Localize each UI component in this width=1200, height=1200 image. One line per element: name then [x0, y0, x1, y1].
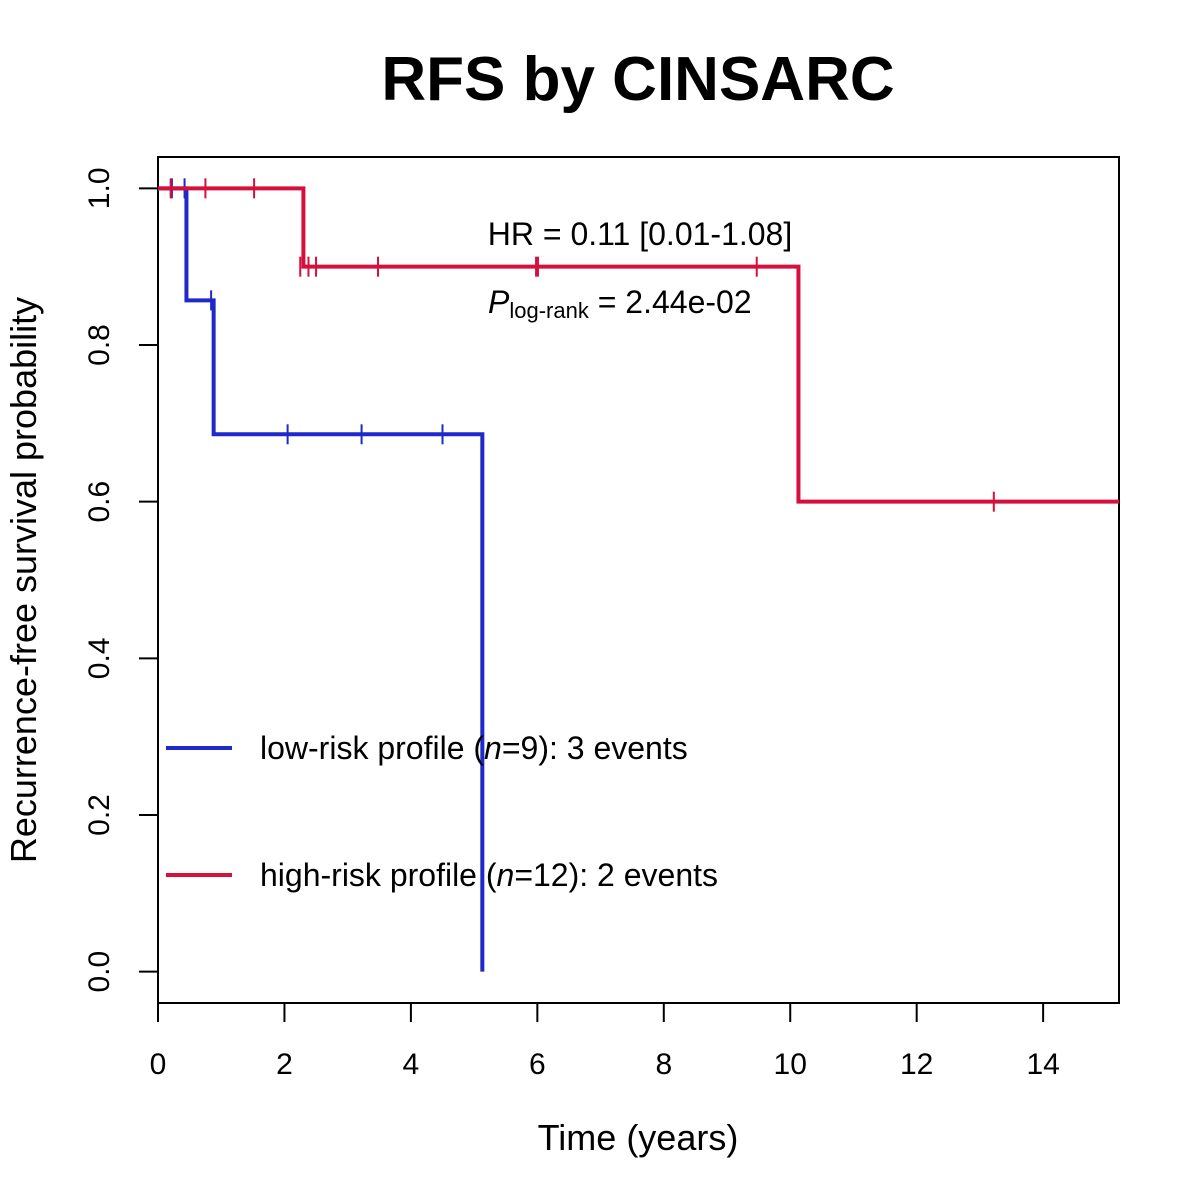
curve-low-risk-profile [158, 186, 485, 972]
x-tick-label: 2 [276, 1048, 293, 1081]
p-value: = 2.44e-02 [589, 284, 752, 320]
y-tick-label: 0.4 [83, 637, 116, 679]
y-tick-label: 0.8 [83, 324, 116, 366]
y-tick-label: 1.0 [83, 167, 116, 209]
x-tick-label: 14 [1026, 1048, 1059, 1081]
x-tick-label: 10 [774, 1048, 807, 1081]
curve-high-risk-profile [158, 186, 1119, 504]
legend-n-low-risk: n [484, 730, 502, 766]
y-axis: 0.0 0.2 0.4 0.6 0.8 1.0 [83, 167, 159, 993]
p-value-annotation: Plog-rank = 2.44e-02 [488, 284, 752, 323]
legend-label-low-risk: low-risk profile (n=9): 3 events [260, 730, 688, 766]
p-symbol: P [488, 284, 510, 320]
legend-prefix-low-risk: low-risk profile ( [260, 730, 484, 766]
y-axis-label: Recurrence-free survival probability [3, 297, 44, 863]
legend-suffix-low-risk: =9): 3 events [502, 730, 688, 766]
y-tick-label: 0.6 [83, 481, 116, 523]
survival-curves [158, 178, 1119, 972]
x-tick-label: 12 [900, 1048, 933, 1081]
legend-suffix-high-risk: =12): 2 events [514, 857, 718, 893]
chart-title: RFS by CINSARC [381, 45, 894, 114]
legend-n-high-risk: n [497, 857, 515, 893]
p-subscript: log-rank [509, 298, 589, 323]
x-tick-label: 6 [529, 1048, 546, 1081]
x-tick-label: 0 [150, 1048, 167, 1081]
hr-annotation: HR = 0.11 [0.01-1.08] [488, 216, 792, 252]
x-tick-label: 8 [655, 1048, 672, 1081]
legend-prefix-high-risk: high-risk profile ( [260, 857, 497, 893]
y-tick-label: 0.0 [83, 951, 116, 993]
legend-label-high-risk: high-risk profile (n=12): 2 events [260, 857, 718, 893]
x-axis-label: Time (years) [538, 1117, 739, 1158]
y-tick-label: 0.2 [83, 794, 116, 836]
legend: low-risk profile (n=9): 3 events high-ri… [166, 730, 718, 893]
x-tick-label: 4 [403, 1048, 420, 1081]
x-axis: 0 2 4 6 8 10 12 14 [150, 1002, 1060, 1081]
